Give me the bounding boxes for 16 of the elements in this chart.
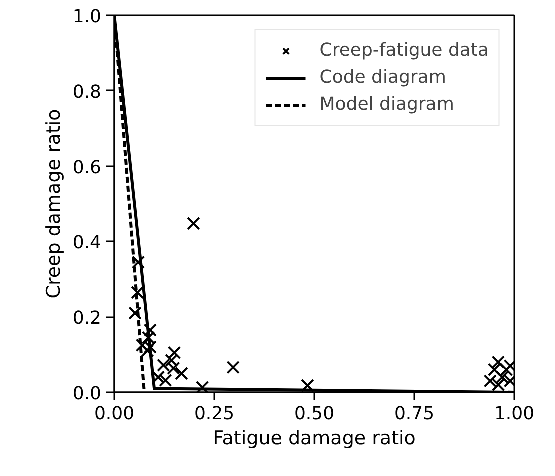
y-tick-label: 0.4 [72, 232, 102, 254]
x-axis-title: Fatigue damage ratio [213, 428, 416, 450]
y-tick-label: 1.0 [72, 6, 102, 28]
y-tick-label: 0.0 [72, 384, 102, 404]
x-tick-label: 0.25 [194, 404, 235, 424]
legend-label: Model diagram [320, 94, 454, 115]
x-tick-label: 1.00 [494, 404, 535, 424]
y-tick-label: 0.6 [72, 157, 102, 178]
x-tick-label: 0.00 [94, 404, 135, 424]
x-tick-label: 0.50 [294, 404, 335, 424]
y-tick-label: 0.2 [72, 308, 102, 330]
y-axis-title: Creep damage ratio [42, 109, 65, 299]
y-tick-label: 0.8 [72, 82, 102, 103]
legend-label: Code diagram [320, 67, 446, 88]
x-tick-label: 0.75 [394, 404, 435, 424]
legend-label: Creep-fatigue data [320, 40, 489, 61]
